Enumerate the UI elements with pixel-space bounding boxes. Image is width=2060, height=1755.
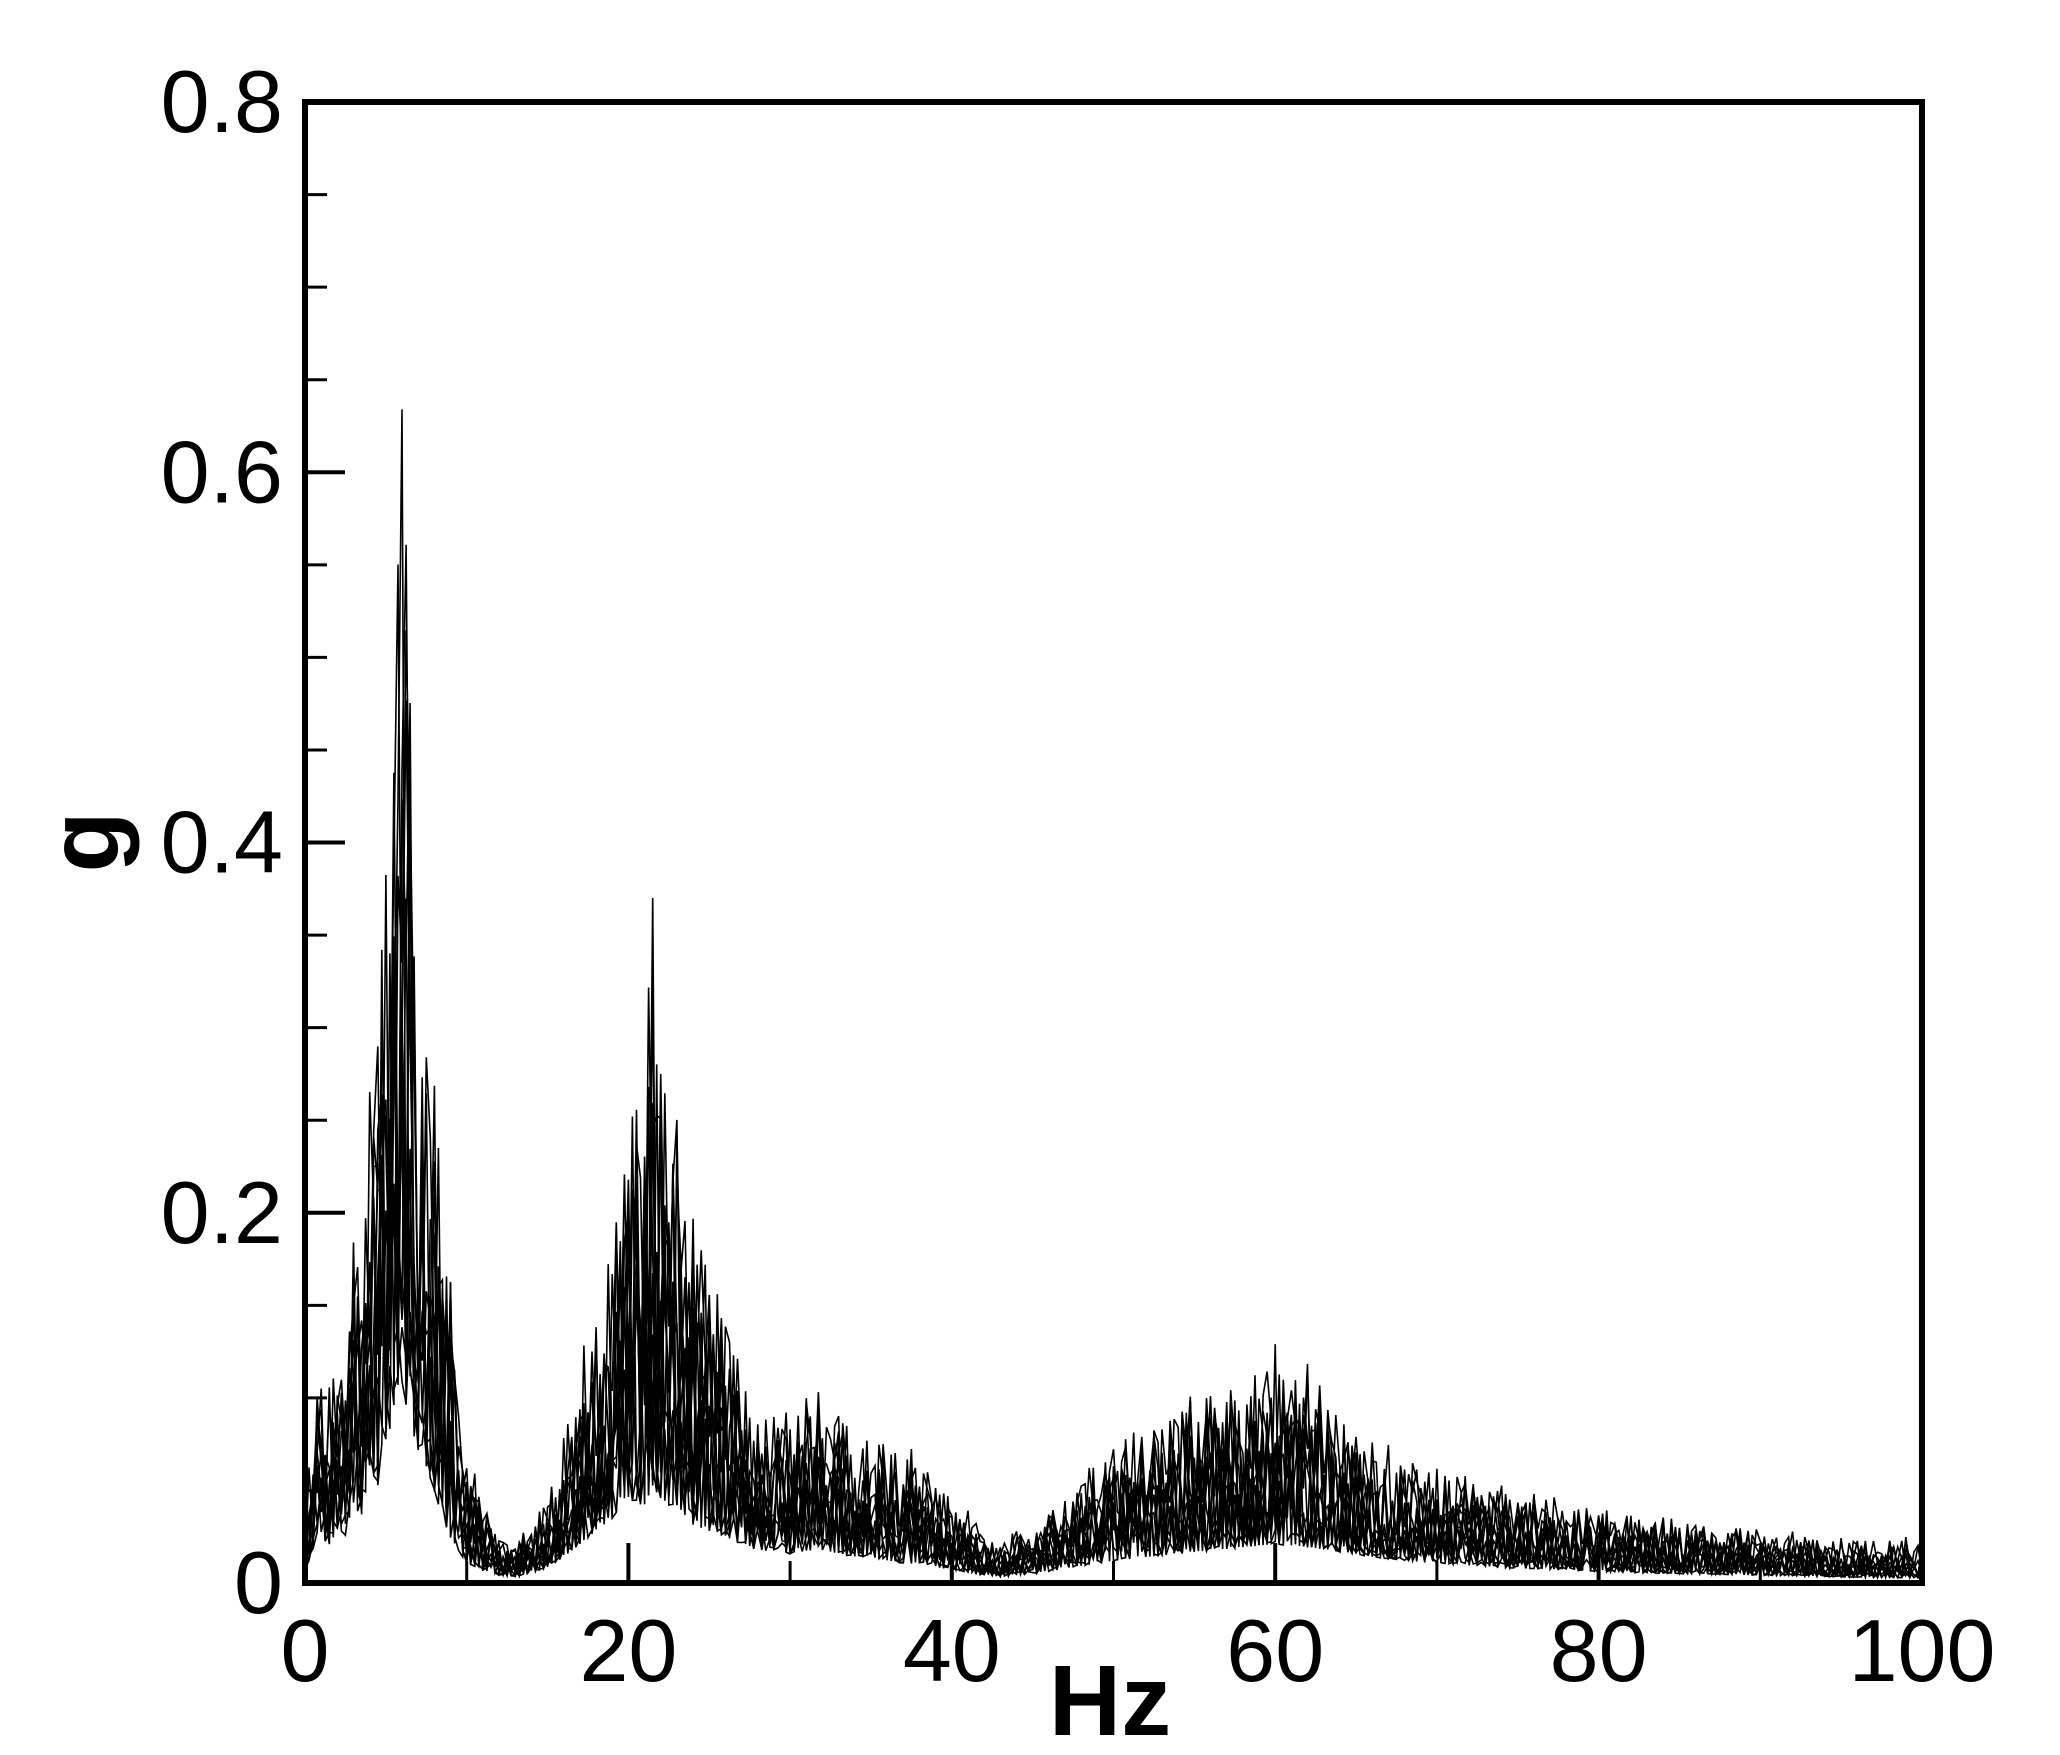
y-tick-label: 0.2 (161, 1163, 283, 1262)
y-tick-label: 0.6 (161, 422, 283, 521)
y-tick-label: 0 (234, 1533, 283, 1632)
x-tick-label: 80 (1550, 1601, 1648, 1700)
x-tick-label: 60 (1226, 1601, 1324, 1700)
plot-frame (302, 99, 1925, 1586)
x-axis-title: Hz (1049, 1645, 1171, 1755)
y-axis-title: g (28, 811, 140, 872)
tick-labels-group: 0 20 40 60 80 100 0 0.2 0.4 0.6 0.8 (161, 52, 1996, 1700)
series-line (304, 544, 1923, 1581)
y-tick-label: 0.8 (161, 52, 283, 151)
x-tick-label: 100 (1849, 1601, 1996, 1700)
x-tick-label: 40 (903, 1601, 1001, 1700)
series-line (304, 702, 1923, 1580)
y-tick-label: 0.4 (161, 793, 283, 892)
x-tick-label: 0 (281, 1601, 330, 1700)
series-group (304, 409, 1923, 1581)
x-tick-label: 20 (579, 1601, 677, 1700)
series-line (304, 700, 1923, 1580)
series-line (304, 564, 1923, 1581)
series-line (304, 630, 1923, 1580)
series-line (304, 409, 1923, 1580)
ticks-group (303, 100, 1924, 1585)
